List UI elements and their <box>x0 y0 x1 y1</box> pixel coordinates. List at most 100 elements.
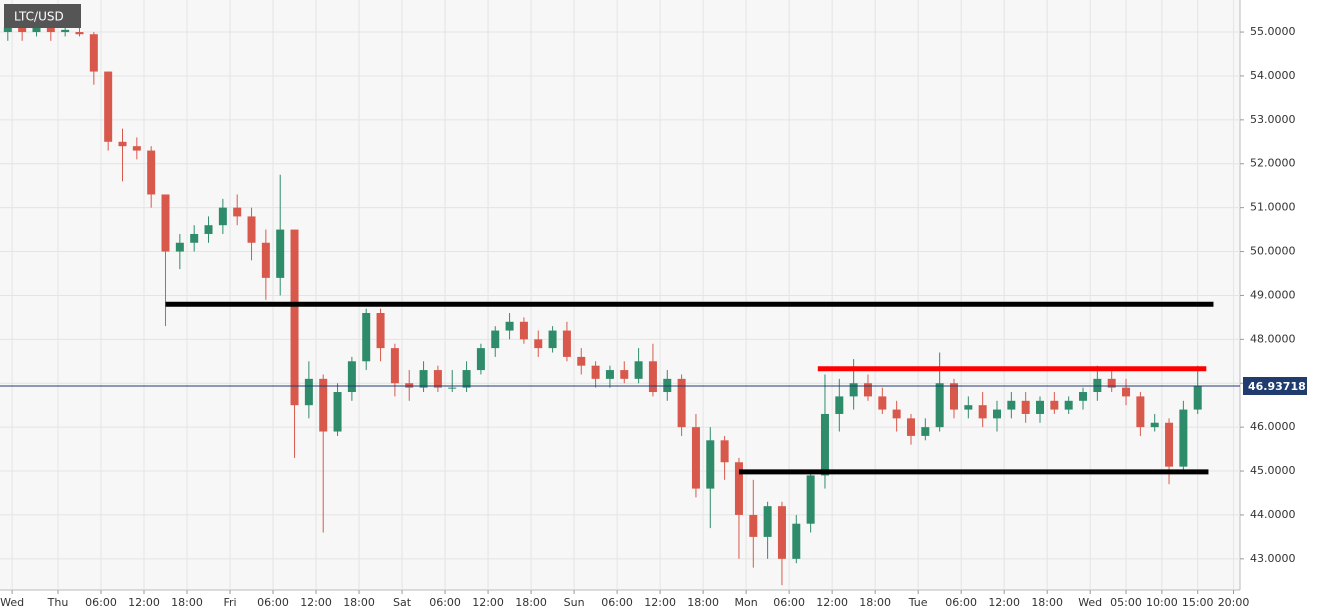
candle-body <box>333 392 342 432</box>
candle-body <box>863 383 872 397</box>
x-tick-label: 18:00 <box>1031 596 1063 609</box>
x-tick-label: 10:00 <box>1146 596 1178 609</box>
candle-body <box>1107 378 1116 388</box>
candle-body <box>1165 422 1174 467</box>
x-tick-label: 06:00 <box>85 596 117 609</box>
y-tick-label: 51.0000 <box>1250 201 1296 214</box>
candle-body <box>792 523 801 559</box>
x-tick-label: 18:00 <box>171 596 203 609</box>
y-tick-label: 45.0000 <box>1250 464 1296 477</box>
x-tick-label: 18:00 <box>515 596 547 609</box>
candle-body <box>663 378 672 393</box>
candle-body <box>591 365 600 379</box>
x-tick-label: 18:00 <box>859 596 891 609</box>
x-tick-label: 12:00 <box>816 596 848 609</box>
candle-body <box>620 370 629 379</box>
x-tick-label: 15:00 <box>1182 596 1214 609</box>
x-tick-label: Sat <box>393 596 412 609</box>
candle-body <box>577 356 586 366</box>
candle-body <box>706 440 715 489</box>
candle-body <box>405 383 414 388</box>
candle-body <box>233 207 242 217</box>
x-tick-label: 18:00 <box>343 596 375 609</box>
candle-body <box>1179 409 1188 467</box>
grid <box>0 0 1240 590</box>
chart-title: LTC/USD <box>14 10 64 24</box>
candle-body <box>949 383 958 410</box>
x-tick-label: 06:00 <box>601 596 633 609</box>
candle-body <box>605 370 614 379</box>
x-tick-label: 12:00 <box>128 596 160 609</box>
x-tick-label: 18:00 <box>687 596 719 609</box>
candle-body <box>104 71 113 142</box>
candle-body <box>1036 400 1045 414</box>
candle-body <box>1193 385 1202 410</box>
x-tick-label: Thu <box>47 596 69 609</box>
candle-body <box>1150 422 1159 428</box>
candle-body <box>61 29 70 33</box>
candle-body <box>132 146 141 151</box>
candle-body <box>777 506 786 559</box>
x-tick-label: Wed <box>0 596 24 609</box>
x-tick-label: 05:00 <box>1110 596 1142 609</box>
candle-body <box>892 409 901 419</box>
candle-body <box>218 207 227 226</box>
x-tick-label: 12:00 <box>300 596 332 609</box>
candle-body <box>433 370 442 388</box>
plot <box>0 18 1240 586</box>
y-tick-label: 43.0000 <box>1250 552 1296 565</box>
candle-body <box>935 383 944 428</box>
candle-body <box>476 348 485 371</box>
candle-body <box>849 383 858 397</box>
candle-body <box>677 378 686 428</box>
candle-body <box>835 396 844 414</box>
x-tick-label: 06:00 <box>945 596 977 609</box>
candle-body <box>319 378 328 432</box>
candle-body <box>1122 387 1131 397</box>
candle-body <box>175 242 184 252</box>
candle-body <box>75 32 84 35</box>
candle-body <box>247 216 256 243</box>
candle-body <box>304 378 313 406</box>
candle-body <box>505 321 514 331</box>
y-tick-label: 50.0000 <box>1250 245 1296 258</box>
candle-body <box>720 440 729 463</box>
candle-body <box>390 348 399 384</box>
candle-body <box>204 225 213 234</box>
x-tick-label: Wed <box>1078 596 1102 609</box>
candle-body <box>878 396 887 410</box>
candle-body <box>462 370 471 388</box>
candle-body <box>32 27 41 33</box>
x-tick-label: Fri <box>223 596 236 609</box>
candle-body <box>18 27 27 33</box>
candle-body <box>1050 400 1059 410</box>
candle-body <box>921 427 930 436</box>
candle-body <box>562 330 571 357</box>
candle-body <box>1136 396 1145 428</box>
x-tick-label: 12:00 <box>472 596 504 609</box>
candle-body <box>3 27 12 33</box>
candle-body <box>347 361 356 393</box>
x-tick-label: Sun <box>564 596 585 609</box>
title-box <box>4 4 81 28</box>
y-tick-label: 55.0000 <box>1250 25 1296 38</box>
candle-body <box>648 361 657 393</box>
candle-body <box>1064 400 1073 410</box>
candle-body <box>190 233 199 243</box>
candle-body <box>1021 400 1030 414</box>
candle-body <box>276 229 285 278</box>
candle-body <box>806 475 815 524</box>
candle-body <box>376 312 385 349</box>
candle-body <box>118 141 127 147</box>
y-tick-label: 49.0000 <box>1250 288 1296 301</box>
candle-body <box>1079 392 1088 401</box>
x-tick-label: 06:00 <box>257 596 289 609</box>
y-tick-label: 53.0000 <box>1250 113 1296 126</box>
candle-body <box>519 321 528 340</box>
candle-body <box>820 413 829 476</box>
candle-body <box>634 361 643 379</box>
x-tick-label: 06:00 <box>429 596 461 609</box>
y-tick-label: 46.0000 <box>1250 420 1296 433</box>
axes: 43.000044.000045.000046.000047.000048.00… <box>0 25 1313 609</box>
